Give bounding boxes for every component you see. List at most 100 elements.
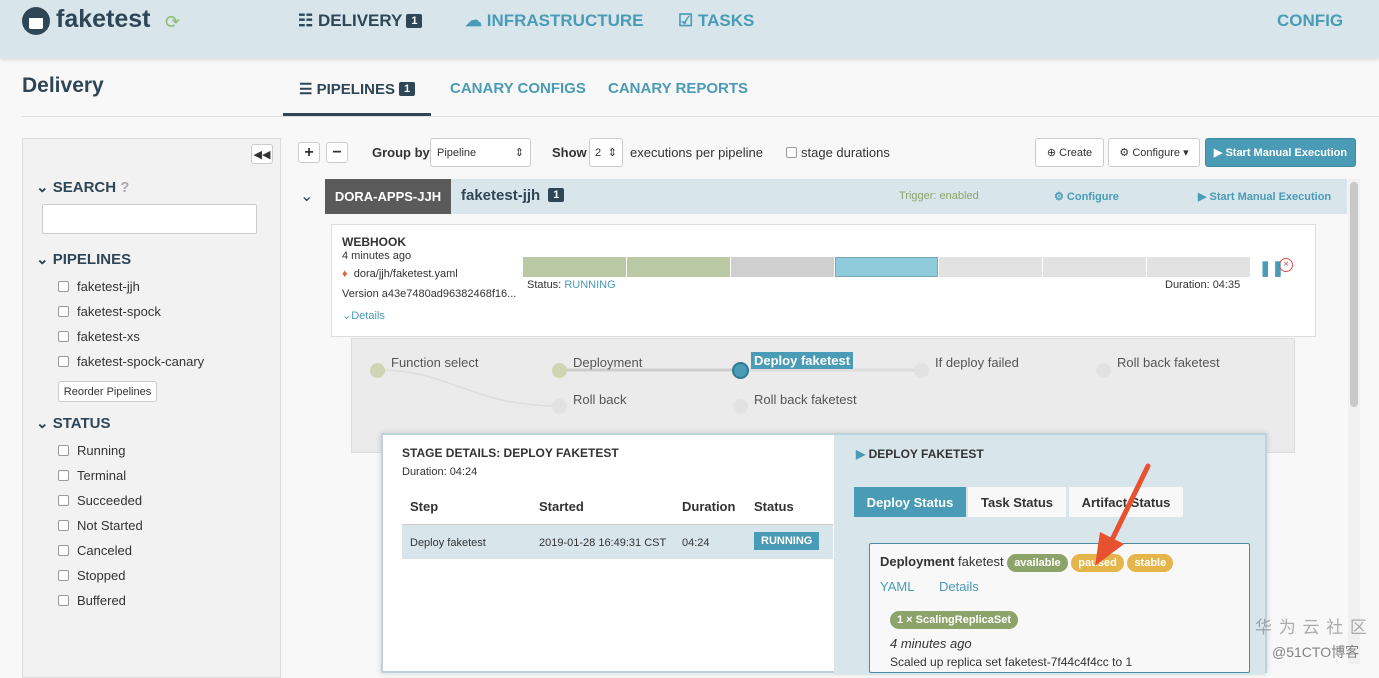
stage-label[interactable]: If deploy failed — [935, 355, 1019, 370]
trigger-source: ♦ dora/jjh/faketest.yaml — [342, 268, 458, 280]
nav-delivery[interactable]: ☷ DELIVERY 1 — [298, 11, 423, 31]
status-filter-checkbox[interactable]: Running — [58, 443, 125, 458]
checkbox-label: Canceled — [77, 543, 132, 558]
stage-segment-not-started[interactable] — [1147, 257, 1250, 277]
stage-segment-not-started[interactable] — [731, 257, 834, 277]
group-by-label: Group by — [372, 145, 430, 160]
stage-node[interactable] — [733, 399, 748, 414]
expand-all-button[interactable]: + — [298, 142, 320, 163]
stage-label[interactable]: Roll back faketest — [754, 392, 857, 407]
stage-node-active[interactable] — [732, 362, 749, 379]
checkbox-label: Succeeded — [77, 493, 143, 508]
tab-deploy-status[interactable]: Deploy Status — [854, 487, 966, 517]
trigger-status: Trigger: enabled — [899, 190, 979, 202]
status-section-header[interactable]: ⌄ STATUS — [36, 415, 111, 432]
execution-card — [331, 224, 1316, 337]
stage-segment-not-started[interactable] — [939, 257, 1042, 277]
stage-segment-succeeded[interactable] — [627, 257, 730, 277]
pipeline-filter-checkbox[interactable]: faketest-jjh — [58, 279, 140, 294]
execution-time: 4 minutes ago — [342, 250, 412, 262]
tab-task-status[interactable]: Task Status — [968, 487, 1066, 517]
pipeline-filter-checkbox[interactable]: faketest-spock — [58, 304, 161, 319]
collapse-sidebar-button[interactable]: ◀◀ — [251, 144, 273, 164]
tab-canary-reports[interactable]: CANARY REPORTS — [608, 80, 749, 97]
configure-dropdown[interactable]: ⚙ Configure ▾ — [1108, 138, 1200, 167]
nav-config[interactable]: CONFIG — [1277, 11, 1344, 30]
help-icon[interactable]: ? — [120, 179, 130, 196]
start-manual-execution-button[interactable]: ▶ Start Manual Execution — [1205, 138, 1356, 167]
status-filter-checkbox[interactable]: Terminal — [58, 468, 126, 483]
gear-icon: ⚙ — [1119, 147, 1133, 159]
stage-segment-succeeded[interactable] — [523, 257, 626, 277]
trigger-type: WEBHOOK — [342, 235, 406, 249]
status-badge: stable — [1127, 554, 1174, 572]
stage-label[interactable]: Function select — [391, 355, 479, 370]
column-header: Status — [754, 499, 794, 514]
status-filter-checkbox[interactable]: Succeeded — [58, 493, 142, 508]
nav-tasks[interactable]: ☑ TASKS — [678, 11, 754, 31]
pause-icon[interactable]: ❚❚ — [1259, 260, 1285, 277]
stage-node[interactable] — [552, 363, 567, 378]
stage-segment-running[interactable] — [835, 257, 938, 277]
scrollbar-thumb[interactable] — [1350, 182, 1358, 407]
event-badge: 1 × ScalingReplicaSet — [890, 611, 1019, 629]
stage-label[interactable]: Deployment — [573, 355, 643, 370]
status-filter-checkbox[interactable]: Canceled — [58, 543, 132, 558]
checkbox-label: faketest-spock-canary — [77, 354, 205, 369]
pipelines-section-header[interactable]: ⌄ PIPELINES — [36, 251, 132, 268]
deployment-name: faketest — [958, 554, 1004, 569]
select-arrows-icon: ⇕ — [607, 147, 617, 159]
step-duration: 04:24 — [682, 537, 710, 549]
stage-node[interactable] — [370, 363, 385, 378]
tab-canary-configs[interactable]: CANARY CONFIGS — [450, 80, 586, 97]
event-message: Scaled up replica set faketest-7f44c4f4c… — [890, 655, 1133, 669]
tab-label: PIPELINES — [316, 81, 395, 98]
details-link[interactable]: Details — [939, 579, 979, 594]
collapse-all-button[interactable]: − — [326, 142, 348, 163]
nav-infrastructure[interactable]: ☁ INFRASTRUCTURE — [465, 11, 644, 31]
checkbox-label: faketest-jjh — [77, 279, 140, 294]
pipeline-name[interactable]: faketest-jjh 1 — [461, 187, 565, 204]
executions-count-select[interactable]: 2 ⇕ — [589, 138, 623, 167]
show-label: Show — [552, 145, 587, 160]
event-time: 4 minutes ago — [890, 636, 972, 651]
title-text: DEPLOY FAKETEST — [868, 447, 984, 461]
status-filter-checkbox[interactable]: Not Started — [58, 518, 143, 533]
stage-node[interactable] — [914, 363, 929, 378]
stage-details-title: STAGE DETAILS: DEPLOY FAKETEST — [402, 446, 619, 460]
link-label: Configure — [1066, 191, 1119, 203]
pipeline-filter-checkbox[interactable]: faketest-spock-canary — [58, 354, 204, 369]
stage-segment-not-started[interactable] — [1043, 257, 1146, 277]
stage-label[interactable]: Roll back faketest — [1117, 355, 1220, 370]
active-tab-indicator — [283, 113, 431, 117]
app-name[interactable]: faketest — [56, 5, 151, 33]
search-section-header[interactable]: ⌄ SEARCH ? — [36, 179, 130, 196]
cancel-execution-icon[interactable]: × — [1279, 258, 1293, 272]
stage-label[interactable]: Roll back — [573, 392, 627, 407]
stage-durations-checkbox[interactable]: stage durations — [786, 145, 890, 160]
search-input[interactable] — [42, 204, 257, 234]
create-button[interactable]: ⊕ Create — [1035, 138, 1104, 167]
pipeline-start-execution-link[interactable]: ▶ Start Manual Execution — [1198, 191, 1332, 203]
checkbox-label: Stopped — [77, 568, 126, 583]
deploy-panel-title[interactable]: ▶ DEPLOY FAKETEST — [856, 447, 984, 461]
status-filter-checkbox[interactable]: Stopped — [58, 568, 125, 583]
group-by-select[interactable]: Pipeline ⇕ — [430, 138, 531, 167]
reorder-pipelines-button[interactable]: Reorder Pipelines — [58, 381, 157, 402]
pipeline-configure-link[interactable]: ⚙ Configure — [1054, 191, 1119, 203]
link-label: Start Manual Execution — [1209, 191, 1332, 203]
stage-node[interactable] — [552, 399, 567, 414]
status-filter-checkbox[interactable]: Buffered — [58, 593, 126, 608]
refresh-icon[interactable]: ⟳ — [165, 12, 181, 32]
details-toggle[interactable]: ⌄Details — [342, 310, 385, 322]
yaml-link[interactable]: YAML — [880, 579, 915, 594]
stage-label-active[interactable]: Deploy faketest — [751, 352, 854, 369]
select-value: Pipeline — [437, 146, 477, 159]
pipeline-filter-checkbox[interactable]: faketest-xs — [58, 329, 140, 344]
stage-node[interactable] — [1096, 363, 1111, 378]
status-value: RUNNING — [564, 279, 616, 291]
select-value: 2 — [595, 146, 602, 159]
collapse-pipeline-chevron-icon[interactable]: ⌄ — [300, 188, 314, 205]
tab-pipelines[interactable]: ☰ PIPELINES 1 — [299, 80, 416, 98]
gitlab-icon: ♦ — [342, 268, 348, 280]
